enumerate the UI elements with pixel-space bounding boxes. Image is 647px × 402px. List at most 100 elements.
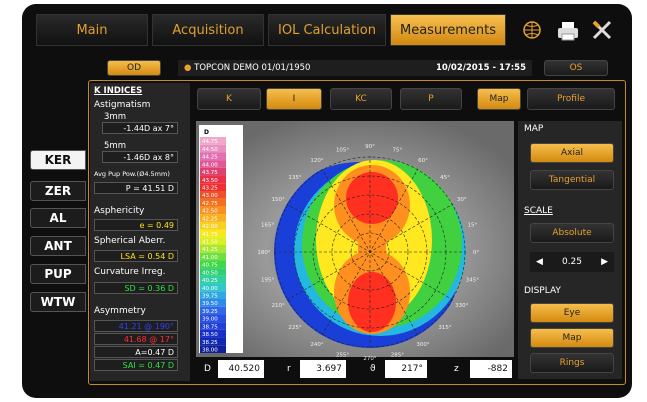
scale-label: 42.00 bbox=[202, 224, 218, 230]
od-button[interactable]: OD bbox=[107, 60, 161, 76]
scale-unit: D bbox=[204, 129, 209, 136]
side-button[interactable]: ZER bbox=[30, 181, 86, 201]
scale-swatch bbox=[200, 299, 226, 307]
option-button[interactable]: Map bbox=[530, 328, 614, 348]
scale-label: 44.75 bbox=[202, 139, 218, 145]
scale-swatch bbox=[200, 183, 226, 191]
scale-label: 38.50 bbox=[202, 332, 218, 338]
side-button[interactable]: WTW bbox=[30, 292, 86, 312]
patient-date: 10/02/2015 - 17:55 bbox=[435, 63, 526, 73]
toolbar-icons[interactable] bbox=[510, 14, 626, 46]
side-button[interactable]: ANT bbox=[30, 236, 86, 256]
scale-label: 39.75 bbox=[202, 294, 218, 300]
readout-value: 40.520 bbox=[218, 360, 264, 378]
tab[interactable]: Acquisition bbox=[152, 14, 264, 46]
step-value: 0.25 bbox=[561, 257, 583, 267]
scale-label: 40.25 bbox=[202, 278, 218, 284]
k-value: 41.68 @ 17° bbox=[94, 333, 178, 345]
panel-title: MAP bbox=[524, 124, 544, 134]
side-button[interactable]: AL bbox=[30, 208, 86, 228]
tab[interactable]: Main bbox=[36, 14, 148, 46]
option-button[interactable]: Absolute bbox=[530, 223, 614, 243]
os-button[interactable]: OS bbox=[544, 60, 608, 76]
scale-label: 41.00 bbox=[202, 255, 218, 261]
arrow-right[interactable]: ▶ bbox=[601, 257, 608, 267]
scale-label: 43.75 bbox=[202, 170, 218, 176]
k-label: 3mm bbox=[104, 112, 126, 122]
readout-label: ϑ bbox=[370, 364, 376, 374]
k-value: LSA = 0.54 D bbox=[94, 250, 178, 262]
option-button[interactable]: Tangential bbox=[530, 170, 614, 190]
scale-label: 42.50 bbox=[202, 209, 218, 215]
patient-icon: ● bbox=[184, 63, 195, 73]
scale-label: 44.25 bbox=[202, 155, 218, 161]
k-value: -1.44D ax 7° bbox=[102, 122, 178, 134]
angle-label: 135° bbox=[288, 175, 301, 181]
scale-label: 39.50 bbox=[202, 301, 218, 307]
k-label: Asphericity bbox=[94, 206, 145, 216]
k-label: Curvature Irreg. bbox=[94, 267, 166, 277]
scale-label: 39.25 bbox=[202, 309, 218, 315]
scale-swatch bbox=[200, 345, 226, 353]
angle-label: 210° bbox=[272, 303, 285, 309]
scale-label: 38.25 bbox=[202, 340, 218, 346]
tab[interactable]: Measurements bbox=[390, 14, 506, 46]
k-value: 41.21 @ 190° bbox=[94, 320, 178, 332]
angle-label: 300° bbox=[416, 342, 429, 348]
view-button[interactable]: Profile bbox=[527, 88, 615, 110]
map-button[interactable]: I bbox=[266, 88, 322, 110]
side-button[interactable]: PUP bbox=[30, 264, 86, 284]
option-button[interactable]: Axial bbox=[530, 143, 614, 163]
readout-value: -882 bbox=[470, 360, 512, 378]
grid-ring bbox=[331, 213, 409, 291]
content-border bbox=[88, 80, 626, 385]
k-value: P = 41.51 D bbox=[94, 182, 178, 194]
scale-swatch bbox=[200, 245, 226, 253]
tab[interactable]: IOL Calculation bbox=[268, 14, 386, 46]
scale-swatch bbox=[200, 160, 226, 168]
k-value: -1.46D ax 8° bbox=[102, 151, 178, 163]
scale-swatch bbox=[200, 214, 226, 222]
option-button[interactable]: Rings bbox=[530, 353, 614, 373]
arrow-left[interactable]: ◀ bbox=[536, 257, 543, 267]
map-button[interactable]: KC bbox=[330, 88, 392, 110]
map-button[interactable]: P bbox=[400, 88, 462, 110]
scale-swatch bbox=[200, 268, 226, 276]
k-value: SAI = 0.47 D bbox=[94, 359, 178, 371]
k-title: K INDICES bbox=[94, 86, 143, 96]
angle-label: 45° bbox=[440, 175, 450, 181]
scale-swatch bbox=[200, 221, 226, 230]
scale-swatch bbox=[200, 283, 226, 292]
map-button[interactable]: K bbox=[197, 88, 261, 110]
angle-label: 315° bbox=[438, 325, 451, 331]
panel-title: SCALE bbox=[524, 206, 553, 216]
scale-swatch bbox=[200, 337, 226, 346]
angle-label: 330° bbox=[455, 303, 468, 309]
angle-label: 150° bbox=[272, 197, 285, 203]
step-control[interactable]: ◀ 0.25 ▶ bbox=[530, 252, 614, 272]
k-value: e = 0.49 bbox=[94, 219, 178, 231]
angle-label: 0° bbox=[473, 250, 479, 256]
scale-swatch bbox=[200, 306, 226, 315]
angle-label: 285° bbox=[391, 352, 404, 358]
view-button[interactable]: Map bbox=[477, 88, 521, 110]
k-label: Avg Pup Pow.(Ø4.5mm) bbox=[94, 170, 170, 178]
patient-bar: ● TOPCON DEMO 01/01/1950 10/02/2015 - 17:… bbox=[178, 60, 532, 76]
scale-swatch bbox=[200, 144, 226, 153]
scale-swatch bbox=[200, 322, 226, 330]
angle-label: 255° bbox=[336, 352, 349, 358]
scale-swatch bbox=[200, 275, 226, 284]
side-button[interactable]: KER bbox=[30, 150, 86, 170]
scale-label: 44.00 bbox=[202, 162, 218, 168]
scale-label: 40.50 bbox=[202, 270, 218, 276]
k-value: SD = 0.36 D bbox=[94, 282, 178, 294]
scale-label: 42.75 bbox=[202, 201, 218, 207]
scale-label: 41.75 bbox=[202, 232, 218, 238]
option-button[interactable]: Eye bbox=[530, 303, 614, 323]
panel-title: DISPLAY bbox=[524, 286, 561, 296]
scale-swatch bbox=[200, 152, 226, 161]
grid-spoke bbox=[286, 203, 454, 301]
topography bbox=[274, 160, 466, 348]
k-label: Astigmatism bbox=[94, 100, 151, 110]
scale-swatch bbox=[200, 137, 226, 145]
